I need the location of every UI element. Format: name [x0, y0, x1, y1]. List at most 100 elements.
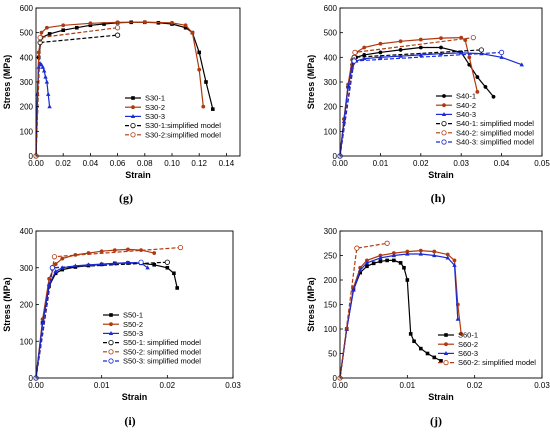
- legend-label: S60-1: [458, 331, 478, 340]
- data-point: [438, 51, 444, 56]
- data-point: [412, 339, 416, 344]
- legend-marker: [131, 96, 135, 100]
- data-point: [378, 259, 383, 264]
- legend-marker: [441, 112, 447, 116]
- data-point: [445, 255, 450, 260]
- data-point: [439, 359, 443, 363]
- x-tick-label: 0.00: [28, 381, 44, 390]
- data-point: [351, 287, 356, 292]
- data-point: [402, 265, 406, 270]
- y-tick-label: 200: [324, 276, 338, 285]
- data-point: [197, 67, 202, 72]
- data-point: [145, 265, 150, 270]
- x-tick-label: 0.02: [413, 159, 429, 168]
- data-point: [452, 258, 457, 263]
- data-point: [378, 255, 383, 260]
- data-point: [452, 262, 457, 267]
- data-point: [36, 64, 41, 69]
- y-axis-title: Stress (MPa): [306, 277, 316, 332]
- legend-marker: [441, 130, 447, 136]
- x-axis-title: Strain: [122, 392, 148, 402]
- data-point: [498, 49, 505, 56]
- legend-marker: [441, 121, 447, 127]
- y-tick-label: 100: [324, 325, 338, 334]
- data-point: [432, 253, 437, 258]
- legend-marker: [441, 139, 447, 145]
- data-point: [478, 47, 484, 53]
- y-tick-label: 200: [324, 103, 338, 112]
- y-tick-label: 400: [20, 53, 34, 62]
- data-point: [61, 28, 65, 32]
- x-tick-label: 0.06: [110, 159, 126, 168]
- y-tick-label: 150: [324, 301, 338, 310]
- x-tick-label: 0.00: [28, 159, 44, 168]
- data-point: [398, 39, 403, 44]
- data-point: [102, 22, 106, 26]
- data-point: [391, 253, 397, 258]
- x-tick-label: 0.02: [160, 381, 176, 390]
- y-tick-label: 0: [29, 152, 34, 161]
- y-tick-label: 300: [20, 264, 34, 273]
- y-axis-title: Stress (MPa): [2, 55, 12, 110]
- data-point: [60, 267, 65, 272]
- data-point: [47, 32, 52, 36]
- data-point: [88, 21, 93, 26]
- data-point: [405, 278, 410, 282]
- x-tick-label: 0.03: [225, 381, 241, 390]
- legend-label: S40-2: simplified model: [456, 128, 534, 137]
- data-point: [405, 249, 410, 254]
- data-point: [351, 58, 357, 64]
- legend-marker: [442, 94, 446, 98]
- y-axis-title: Stress (MPa): [2, 277, 12, 332]
- y-tick-label: 0: [29, 374, 34, 383]
- data-point: [362, 45, 367, 50]
- data-point: [88, 23, 93, 28]
- data-point: [53, 262, 58, 266]
- data-point: [418, 248, 423, 253]
- data-point: [115, 25, 121, 31]
- y-axis-title: Stress (MPa): [306, 55, 316, 110]
- data-point: [519, 62, 524, 67]
- data-point: [378, 253, 383, 258]
- data-point: [371, 261, 376, 266]
- legend-marker: [444, 342, 448, 347]
- data-point: [112, 248, 117, 253]
- data-point: [425, 351, 430, 356]
- data-point: [378, 50, 383, 55]
- x-tick-label: 0.08: [137, 159, 153, 168]
- data-point: [139, 248, 143, 253]
- data-point: [439, 36, 443, 40]
- series-line: [339, 52, 523, 157]
- x-tick-label: 0.03: [534, 381, 550, 390]
- y-tick-label: 200: [20, 103, 34, 112]
- y-tick-label: 50: [328, 350, 337, 359]
- data-point: [463, 38, 468, 42]
- legend-marker: [443, 359, 449, 366]
- data-point: [475, 75, 480, 79]
- y-tick-label: 100: [324, 127, 338, 136]
- data-point: [44, 79, 50, 84]
- data-point: [73, 252, 78, 257]
- data-point: [152, 263, 156, 267]
- data-point: [99, 249, 104, 254]
- legend-label: S40-2: [456, 101, 476, 110]
- data-point: [138, 259, 144, 265]
- data-point: [491, 94, 496, 99]
- y-tick-label: 300: [324, 227, 338, 236]
- data-point: [211, 107, 215, 111]
- x-tick-label: 0.01: [373, 159, 389, 168]
- data-point: [432, 355, 437, 360]
- data-point: [53, 271, 58, 276]
- legend-label: S30-2: [145, 103, 165, 112]
- data-point: [61, 23, 66, 28]
- data-point: [115, 20, 120, 25]
- x-tick-label: 0.12: [191, 159, 207, 168]
- data-point: [384, 240, 390, 246]
- data-point: [164, 259, 170, 265]
- data-point: [47, 104, 52, 109]
- x-tick-label: 0.05: [534, 159, 550, 168]
- x-axis-title: Strain: [428, 392, 454, 402]
- legend-marker: [443, 351, 449, 355]
